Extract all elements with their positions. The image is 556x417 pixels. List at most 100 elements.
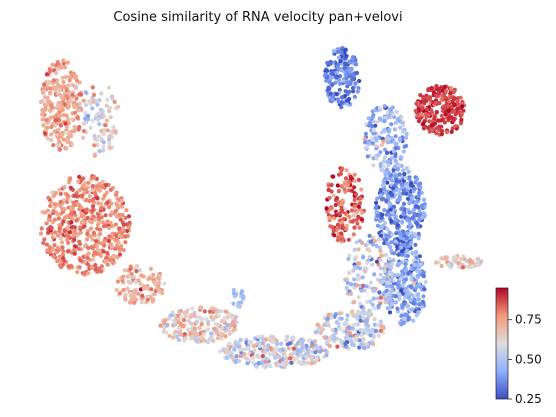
data-point: [64, 113, 69, 118]
data-point: [339, 316, 344, 321]
data-point: [342, 207, 348, 212]
data-point: [405, 184, 410, 189]
data-point: [349, 310, 355, 315]
data-point: [286, 346, 291, 351]
data-point: [57, 147, 63, 152]
data-point: [219, 309, 224, 314]
data-point: [395, 263, 400, 268]
data-point: [422, 213, 427, 218]
data-point: [402, 171, 407, 177]
data-point: [366, 123, 372, 128]
data-point: [89, 234, 94, 239]
data-point: [156, 276, 161, 281]
data-point: [44, 221, 49, 226]
data-point: [401, 188, 406, 193]
data-point: [417, 190, 422, 195]
data-point: [126, 214, 132, 219]
data-point: [346, 336, 351, 341]
data-point: [389, 248, 394, 253]
data-point: [352, 300, 357, 305]
data-point: [91, 257, 96, 262]
data-point: [224, 355, 230, 360]
data-point: [60, 245, 65, 250]
data-point: [396, 285, 401, 290]
data-point: [47, 117, 52, 122]
data-point: [359, 217, 364, 222]
data-point: [235, 303, 240, 308]
data-point: [351, 268, 356, 273]
data-point: [132, 295, 137, 300]
data-point: [310, 349, 315, 354]
data-point: [403, 176, 408, 181]
data-point: [416, 119, 422, 124]
data-point: [389, 240, 394, 245]
data-point: [93, 263, 98, 268]
data-point: [230, 315, 235, 320]
data-point: [56, 127, 61, 132]
data-point: [108, 187, 113, 192]
data-point: [288, 341, 293, 346]
data-point: [89, 226, 94, 231]
data-point: [443, 89, 449, 94]
data-point: [263, 337, 268, 342]
data-point: [111, 125, 116, 130]
data-point: [95, 196, 100, 201]
data-point: [415, 222, 420, 227]
data-point: [50, 62, 55, 67]
data-point: [434, 260, 439, 265]
data-point: [324, 353, 329, 358]
data-point: [105, 97, 110, 102]
data-point: [250, 355, 255, 360]
data-point: [110, 210, 115, 215]
data-point: [374, 205, 379, 210]
data-point: [290, 335, 295, 340]
data-point: [202, 309, 207, 314]
data-point: [326, 312, 331, 317]
data-point: [407, 210, 412, 215]
data-point: [416, 193, 421, 199]
data-point: [44, 103, 50, 108]
data-point: [231, 288, 236, 293]
data-point: [47, 91, 53, 96]
data-point: [346, 256, 351, 262]
data-point: [61, 219, 66, 224]
data-point: [374, 243, 379, 248]
data-point: [41, 240, 46, 246]
data-point: [263, 356, 268, 361]
data-point: [123, 215, 128, 220]
data-point: [436, 91, 442, 96]
data-point: [338, 171, 343, 176]
data-point: [107, 234, 112, 239]
data-point: [80, 193, 85, 198]
data-point: [227, 341, 232, 346]
data-point: [377, 245, 382, 250]
data-point: [353, 265, 358, 270]
data-point: [269, 346, 274, 351]
data-point: [388, 296, 393, 301]
data-point: [364, 284, 369, 289]
data-point: [125, 233, 130, 238]
data-point: [408, 222, 413, 227]
data-point: [366, 142, 371, 147]
data-point: [60, 207, 65, 212]
data-point: [442, 85, 447, 90]
data-point: [72, 71, 77, 77]
data-point: [386, 163, 391, 168]
data-point: [66, 104, 72, 109]
data-point: [138, 281, 143, 286]
data-point: [340, 166, 345, 171]
data-point: [421, 294, 426, 299]
data-point: [220, 325, 225, 330]
data-point: [182, 332, 187, 337]
data-point: [362, 136, 367, 142]
data-point: [52, 129, 57, 134]
data-point: [358, 196, 363, 201]
data-point: [446, 116, 451, 121]
data-point: [61, 137, 66, 142]
data-point: [56, 135, 61, 140]
data-point: [79, 214, 84, 219]
data-point: [43, 131, 48, 136]
data-point: [400, 129, 405, 134]
data-point: [372, 317, 377, 322]
data-point: [347, 96, 352, 102]
